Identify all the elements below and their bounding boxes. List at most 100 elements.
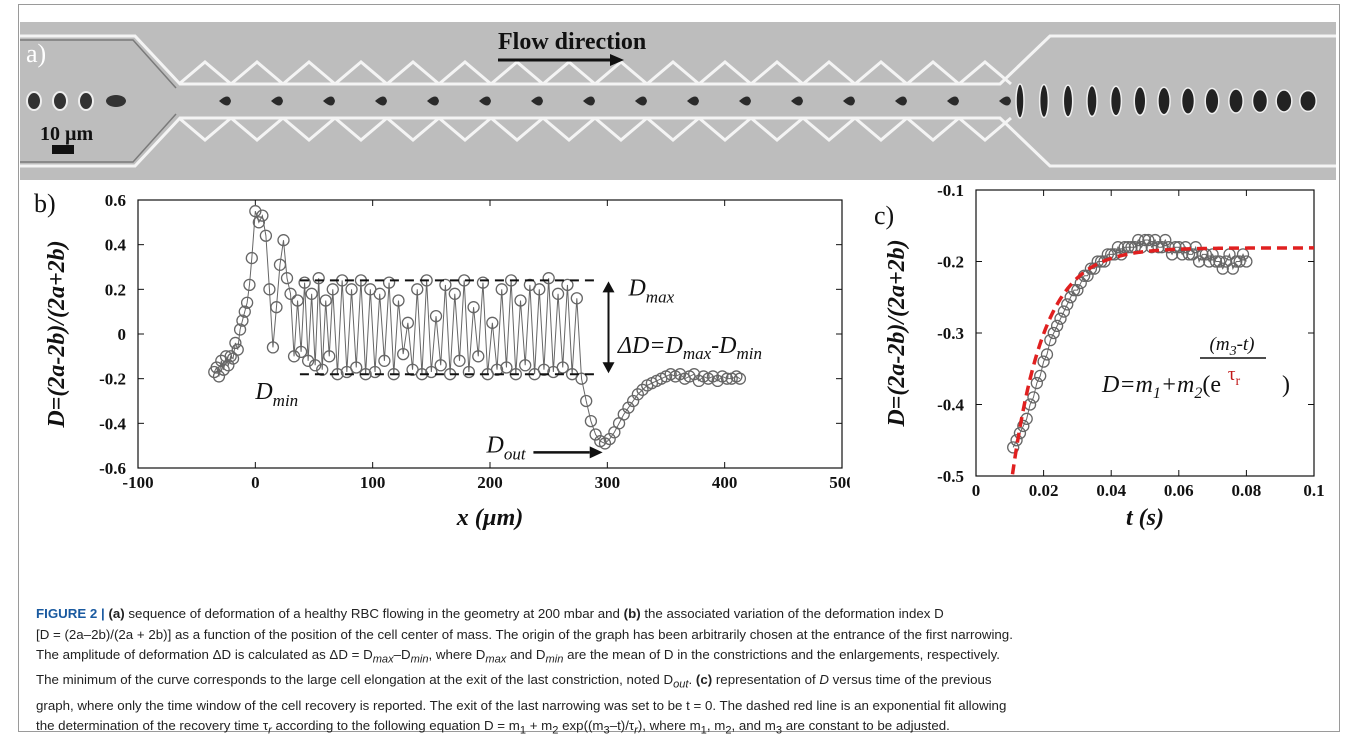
x-axis-label: t (s) [1126, 505, 1164, 531]
data-point [345, 283, 358, 296]
data-point [210, 361, 223, 374]
deformed-cell [219, 96, 231, 106]
data-point [519, 359, 532, 372]
constriction-top [594, 60, 648, 86]
x-tick-label: 0.02 [1029, 481, 1059, 500]
data-point [392, 294, 405, 307]
data-point [294, 345, 308, 359]
caption-sub: min [410, 653, 429, 666]
data-point [706, 370, 720, 383]
data-point [259, 229, 273, 242]
caption-sub: 1 [700, 724, 707, 737]
constriction-bottom [958, 116, 1012, 142]
data-point [1142, 233, 1155, 247]
panel-c-label: c) [874, 201, 894, 230]
data-point [453, 354, 466, 367]
y-tick-label: -0.2 [937, 253, 964, 272]
constriction-top [386, 60, 440, 86]
data-point [266, 341, 280, 354]
constriction-top [282, 60, 336, 86]
caption-text: are constant to be adjusted. [782, 718, 950, 734]
data-point [730, 370, 743, 383]
y-tick-label: -0.5 [937, 467, 964, 486]
caption-part-c: (c) [695, 672, 713, 688]
x-axis-label: x (µm) [456, 505, 523, 531]
deformed-cell [427, 96, 439, 106]
data-point [238, 305, 251, 318]
data-point [305, 287, 318, 300]
data-point [323, 350, 336, 363]
dout-symbol: D [485, 432, 503, 458]
data-point [1071, 283, 1084, 297]
data-point [1017, 419, 1030, 433]
eq-part: τ [1228, 364, 1236, 385]
data-point [1172, 241, 1185, 254]
data-point [1216, 262, 1229, 275]
constriction-top [906, 60, 960, 86]
constriction-top [802, 60, 856, 86]
data-point [1240, 255, 1253, 268]
data-point [387, 368, 400, 381]
cell [1109, 85, 1123, 117]
caption-text: exp((m [558, 718, 604, 734]
constriction-bottom [802, 116, 856, 142]
y-tick-label: 0.4 [105, 236, 127, 255]
y-tick-label: 0.6 [105, 191, 126, 210]
data-point [1219, 255, 1233, 268]
constriction-top [542, 60, 596, 86]
data-point [256, 209, 269, 222]
data-point [1125, 241, 1138, 254]
dmin-label: Dmin [254, 379, 298, 410]
data-point [589, 428, 602, 441]
deformed-cell [323, 96, 335, 106]
data-point [626, 394, 640, 408]
x-tick-label: 0 [972, 481, 981, 500]
data-point [217, 363, 230, 376]
caption-text: –t)/τ [609, 718, 635, 734]
constriction-bottom [386, 116, 440, 142]
constriction-bottom [230, 116, 284, 142]
eq-part: (e [1202, 372, 1221, 398]
data-point [733, 372, 747, 385]
caption-text: ), where m [637, 718, 701, 734]
delta-arrow-head [602, 281, 615, 293]
data-point [1030, 376, 1043, 390]
eq-part: -t) [1237, 334, 1255, 355]
panel-a-label: a) [26, 39, 46, 68]
caption-line-5: graph, where only the time window of the… [36, 697, 1007, 713]
data-point [514, 294, 527, 307]
data-point [382, 276, 396, 289]
eq-exp-numerator: (m3-t) [1210, 334, 1255, 359]
data-point [429, 309, 443, 323]
caption-line-1: FIGURE 2 | (a) sequence of deformation o… [36, 604, 1326, 625]
delta-text: -D [711, 333, 736, 359]
data-point [575, 372, 588, 385]
cell [1062, 84, 1074, 118]
data-point [472, 350, 485, 363]
x-tick-label: 500 [829, 473, 850, 492]
caption-sub: out [673, 679, 689, 692]
cell [1299, 89, 1317, 113]
data-point [1152, 241, 1165, 254]
cell [106, 95, 126, 107]
data-point [291, 294, 304, 307]
constriction-top [178, 60, 232, 86]
scale-bar [52, 145, 74, 154]
data-point [711, 374, 724, 388]
cell [1038, 83, 1050, 119]
deformed-cell [687, 96, 699, 106]
constriction-bottom [490, 116, 544, 142]
caption-text: the determination of the recovery time τ [36, 718, 269, 734]
data-point [1010, 434, 1023, 447]
data-point [350, 361, 363, 374]
data-point [570, 292, 583, 305]
cell [1086, 84, 1098, 118]
eq-sub: 1 [1153, 385, 1161, 402]
data-point [397, 347, 410, 361]
data-point [617, 408, 630, 421]
data-point [249, 205, 262, 218]
cell [1251, 88, 1269, 114]
caption-text: The amplitude of deformation ΔD is calcu… [36, 647, 373, 663]
flow-arrow-icon [498, 54, 624, 66]
caption-sub: max [372, 653, 394, 666]
